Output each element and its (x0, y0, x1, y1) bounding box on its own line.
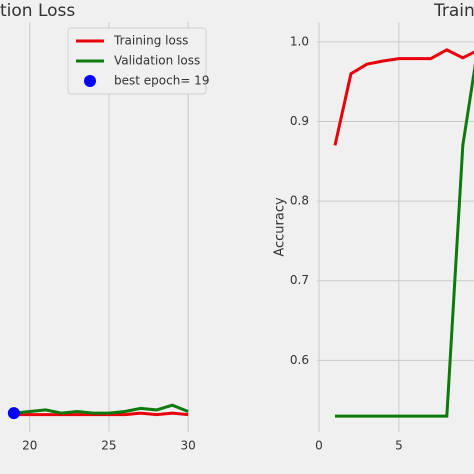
x-tick-label: 30 (181, 439, 196, 453)
legend-box (67, 27, 207, 95)
legend-label: Validation loss (114, 54, 200, 68)
y-tick-label: 1.0 (290, 34, 309, 48)
x-tick-label: 20 (22, 439, 37, 453)
series-line (333, 48, 474, 146)
x-tick-label: 5 (395, 439, 403, 453)
series-line (13, 403, 189, 415)
plot-area (317, 22, 474, 432)
plot-content (7, 403, 189, 420)
x-tick-label: 25 (101, 439, 116, 453)
y-tick-label: 0.9 (290, 114, 309, 128)
legend-swatch (84, 75, 96, 87)
series-line (334, 63, 474, 418)
x-tick-label: 0 (315, 439, 323, 453)
plot-content (333, 48, 474, 418)
series-line (13, 411, 189, 417)
legend-label: best epoch= 19 (114, 74, 209, 88)
y-axis-label: Accuracy (273, 197, 288, 257)
chart-title: tion Loss (0, 1, 75, 21)
legend-label: Training loss (113, 34, 188, 48)
y-tick-label: 0.7 (290, 273, 309, 287)
y-tick-label: 0.6 (290, 353, 309, 367)
chart-title: Train (433, 1, 474, 21)
y-tick-label: 0.8 (290, 194, 309, 208)
best-marker (7, 407, 20, 420)
